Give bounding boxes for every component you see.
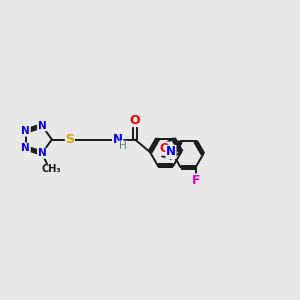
Text: O: O	[159, 142, 169, 155]
Text: N: N	[38, 148, 46, 158]
Text: N: N	[22, 126, 30, 136]
Text: N: N	[38, 121, 46, 131]
Text: N: N	[112, 133, 123, 146]
Text: N: N	[22, 143, 30, 153]
Text: N: N	[166, 146, 176, 158]
Text: O: O	[130, 113, 140, 127]
Text: H: H	[119, 141, 127, 151]
Text: CH₃: CH₃	[41, 164, 61, 174]
Text: F: F	[192, 174, 200, 187]
Text: S: S	[65, 133, 74, 146]
